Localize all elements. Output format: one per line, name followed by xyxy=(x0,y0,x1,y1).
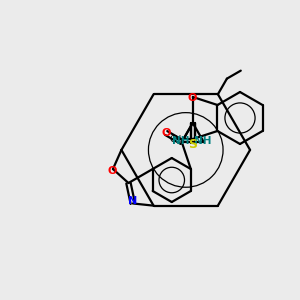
Text: NH: NH xyxy=(172,136,190,146)
Text: S: S xyxy=(188,139,197,152)
Text: O: O xyxy=(161,128,171,138)
Text: O: O xyxy=(187,93,196,103)
Text: CH₃: CH₃ xyxy=(169,134,184,143)
Text: NH: NH xyxy=(194,136,211,146)
Text: N: N xyxy=(128,196,137,206)
Text: O: O xyxy=(107,166,117,176)
